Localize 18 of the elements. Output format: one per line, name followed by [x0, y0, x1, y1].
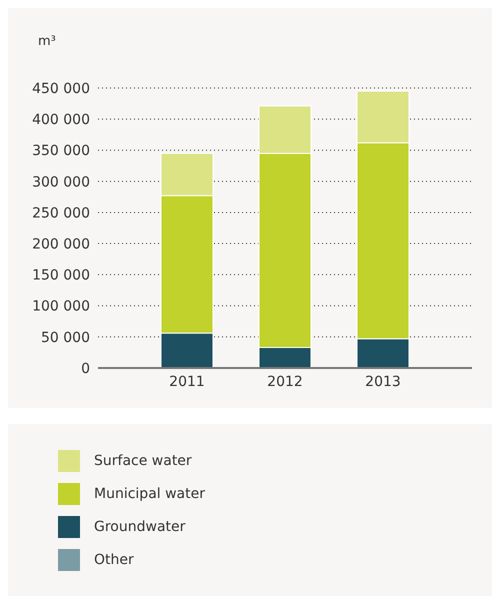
y-tick-label: 150 000: [32, 268, 90, 284]
y-tick-label: 250 000: [32, 205, 90, 222]
y-tick-label: 300 000: [32, 174, 90, 190]
y-tick-label: 200 000: [32, 236, 90, 253]
y-tick-label: 350 000: [32, 143, 90, 160]
y-tick-label: 0: [81, 360, 90, 377]
legend-label: Surface water: [94, 452, 192, 468]
y-tick-label: 100 000: [32, 298, 90, 315]
legend-label: Other: [94, 552, 134, 568]
y-axis-title: m³: [38, 34, 56, 49]
y-tick-label: 400 000: [32, 112, 90, 128]
x-tick-label: 2012: [267, 374, 303, 390]
y-tick-label: 450 000: [32, 80, 90, 97]
x-tick-label: 2011: [169, 374, 205, 390]
y-tick-label: 50 000: [41, 330, 90, 346]
x-tick-label: 2013: [365, 374, 401, 390]
legend-label: Municipal water: [94, 486, 205, 502]
legend-label: Groundwater: [94, 518, 186, 534]
